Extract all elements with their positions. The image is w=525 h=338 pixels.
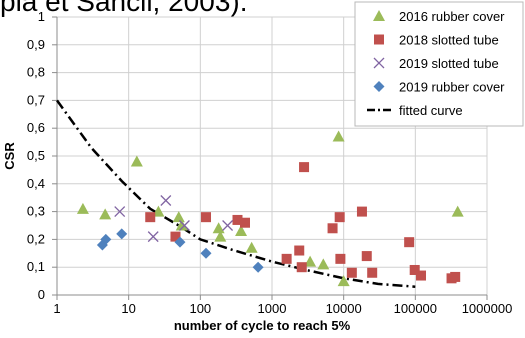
x-marker-stroke <box>147 231 159 243</box>
data-point <box>334 212 345 223</box>
y-tick-label: 0,8 <box>27 65 45 80</box>
data-point <box>147 231 159 243</box>
data-point <box>451 205 464 217</box>
data-point <box>222 220 234 231</box>
y-tick-label: 0,2 <box>27 231 45 246</box>
y-tick-label: 0 <box>38 287 45 302</box>
data-point <box>175 219 188 231</box>
data-point <box>76 202 89 214</box>
data-point <box>404 237 415 248</box>
x-tick-labels: 1 10 100 1000 10000 100000 1000000 <box>53 301 512 316</box>
data-point <box>100 233 112 245</box>
data-point <box>296 262 307 273</box>
data-point <box>294 245 305 256</box>
x-tick-label: 1000 <box>258 301 287 316</box>
y-tick-label: 0,9 <box>27 37 45 52</box>
x-marker-stroke <box>114 206 126 218</box>
data-point <box>450 271 461 282</box>
data-point <box>332 130 345 142</box>
data-point <box>235 225 248 237</box>
data-point <box>367 267 378 278</box>
legend-box <box>354 1 524 127</box>
y-tick-label: 0,6 <box>27 120 45 135</box>
data-point <box>252 261 264 273</box>
data-point <box>361 251 372 262</box>
y-tick-label: 1 <box>38 9 45 24</box>
data-point <box>172 211 185 223</box>
legend-label: 2016 rubber cover <box>399 9 505 24</box>
legend-marker <box>373 57 385 69</box>
legend-label: 2018 slotted tube <box>399 33 499 48</box>
series-triangle <box>76 130 464 287</box>
y-tick-label: 0,5 <box>27 148 45 163</box>
y-tick-label: 0,3 <box>27 204 45 219</box>
data-point <box>232 214 243 225</box>
x-marker-stroke <box>160 195 172 206</box>
x-marker-stroke <box>222 220 234 231</box>
data-point <box>145 212 156 223</box>
series-square <box>145 162 461 284</box>
axes <box>52 16 488 300</box>
data-point <box>356 206 367 217</box>
data-point <box>212 222 225 234</box>
x-tick-label: 10000 <box>326 301 362 316</box>
data-point <box>178 220 190 231</box>
x-axis-label: number of cycle to reach 5% <box>174 318 351 333</box>
data-point <box>170 231 181 242</box>
data-point <box>130 155 143 167</box>
data-point <box>152 205 165 217</box>
data-point <box>160 195 172 206</box>
x-tick-label: 100 <box>189 301 211 316</box>
legend-marker <box>373 81 385 92</box>
y-tick-label: 0,1 <box>27 259 45 274</box>
y-tick-label: 0,7 <box>27 92 45 107</box>
legend-label: fitted curve <box>399 103 463 118</box>
x-marker-stroke <box>373 57 385 69</box>
data-point <box>239 217 250 228</box>
grid <box>57 16 488 295</box>
legend-marker <box>374 34 384 45</box>
y-axis-label: CSR <box>2 142 17 170</box>
data-point <box>214 230 227 242</box>
x-tick-label: 100000 <box>394 301 437 316</box>
y-tick-labels: 0 0,1 0,2 0,3 0,4 0,5 0,6 0,7 0,8 0,9 1 <box>27 9 45 302</box>
x-tick-label: 10 <box>121 301 135 316</box>
legend-label: 2019 slotted tube <box>399 56 499 71</box>
legend-marker <box>373 10 385 21</box>
series-diamond <box>96 228 264 273</box>
data-point <box>337 275 350 287</box>
data-point <box>200 247 212 259</box>
caption-text: pia et Sancil, 2003). <box>0 0 248 17</box>
x-tick-label: 1000000 <box>462 301 513 316</box>
data-points <box>76 130 464 287</box>
data-point <box>416 270 427 281</box>
data-point <box>346 267 357 278</box>
data-point <box>304 255 317 267</box>
x-tick-label: 1 <box>53 301 60 316</box>
data-point <box>317 258 330 270</box>
data-point <box>174 236 186 248</box>
data-point <box>114 206 126 218</box>
fitted-curve <box>55 99 416 288</box>
data-point <box>281 253 292 264</box>
data-point <box>327 223 338 234</box>
legend-label: 2019 rubber cover <box>399 80 505 95</box>
series-x <box>114 195 234 243</box>
y-tick-label: 0,4 <box>27 176 45 191</box>
data-point <box>99 208 112 220</box>
data-point <box>201 212 212 223</box>
x-marker-stroke <box>178 220 190 231</box>
data-point <box>299 162 310 173</box>
data-point <box>409 264 420 275</box>
fitted-curve-line <box>55 99 416 288</box>
data-point <box>245 241 258 253</box>
data-point <box>335 253 346 264</box>
data-point <box>116 228 128 240</box>
legend: 2016 rubber cover 2018 slotted tube 2019 s… <box>354 1 524 127</box>
